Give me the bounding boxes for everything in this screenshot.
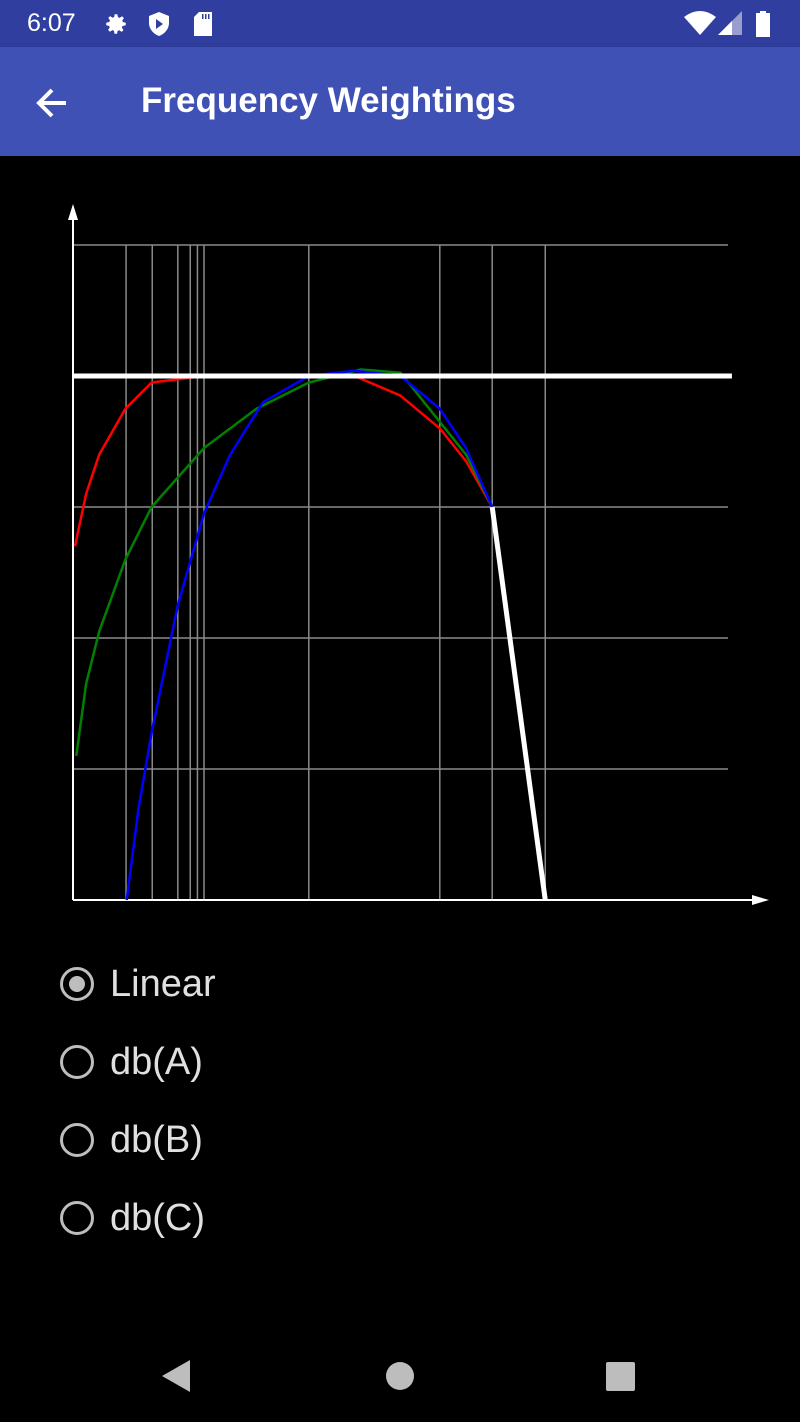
- series-line-a: [125, 369, 494, 901]
- cell-signal-icon: [718, 11, 742, 35]
- radio-button-icon[interactable]: [60, 1201, 94, 1235]
- home-circle-icon[interactable]: [386, 1362, 414, 1390]
- x-axis-arrow-icon: [752, 895, 769, 905]
- radio-db-b[interactable]: db(B): [56, 1101, 216, 1179]
- radio-linear[interactable]: Linear: [56, 945, 216, 1023]
- status-bar: 6:07: [0, 0, 800, 47]
- y-axis-arrow-icon: [68, 204, 78, 220]
- frequency-weighting-chart: [68, 204, 769, 905]
- sd-card-icon: [194, 12, 212, 36]
- weighting-radio-group: Linear db(A) db(B) db(C): [56, 945, 216, 1257]
- app-bar: Frequency Weightings: [0, 47, 800, 156]
- radio-button-icon[interactable]: [60, 967, 94, 1001]
- radio-db-c[interactable]: db(C): [56, 1179, 216, 1257]
- gear-icon: [106, 14, 126, 34]
- status-time: 6:07: [27, 9, 76, 37]
- page-title: Frequency Weightings: [141, 81, 516, 120]
- battery-icon: [756, 11, 770, 37]
- radio-label: db(C): [110, 1196, 206, 1239]
- radio-label: db(A): [110, 1040, 203, 1083]
- series-line-b: [75, 368, 494, 757]
- radio-button-icon[interactable]: [60, 1045, 94, 1079]
- arrow-left-icon[interactable]: [28, 79, 76, 127]
- shield-play-icon: [149, 12, 169, 36]
- radio-label: db(B): [110, 1118, 203, 1161]
- radio-button-icon[interactable]: [60, 1123, 94, 1157]
- navigation-bar: [162, 1360, 635, 1392]
- wifi-icon: [684, 11, 716, 35]
- back-triangle-icon[interactable]: [162, 1360, 190, 1392]
- radio-db-a[interactable]: db(A): [56, 1023, 216, 1101]
- recents-square-icon[interactable]: [606, 1362, 635, 1391]
- radio-label: Linear: [110, 962, 216, 1005]
- series-line-cutoff: [489, 506, 548, 901]
